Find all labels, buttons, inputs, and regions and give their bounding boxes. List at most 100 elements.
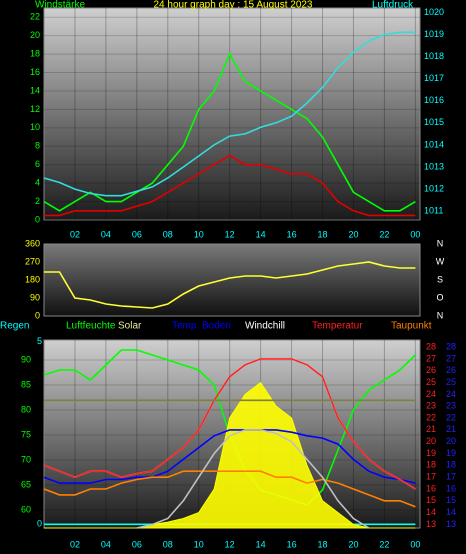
y2-tick-label: 1015 xyxy=(424,117,444,127)
y2-tick-label: 20 xyxy=(426,436,436,446)
y2-tick-label: 19 xyxy=(426,448,436,458)
y-tick-label: 90 xyxy=(21,354,31,364)
y2-tick-label: 1020 xyxy=(424,7,444,17)
y2-tick-label: 21 xyxy=(426,424,436,434)
x-tick-label: 16 xyxy=(287,539,297,549)
y3-tick-label: 27 xyxy=(446,353,456,363)
y2-tick-label: 18 xyxy=(426,460,436,470)
y2-tick-label: 26 xyxy=(426,365,436,375)
panel-wind xyxy=(43,7,421,221)
x-tick-label: 00 xyxy=(410,229,420,239)
y-tick-label: 80 xyxy=(21,404,31,414)
y3-tick-label: 23 xyxy=(446,401,456,411)
y-tick-label: 75 xyxy=(21,429,31,439)
x-tick-label: 18 xyxy=(318,229,328,239)
legend-entry: Taupunkt xyxy=(391,321,432,332)
y2-tick-label: 22 xyxy=(426,412,436,422)
y-tick-label: 90 xyxy=(30,292,40,302)
legend-entry: Solar xyxy=(118,321,142,332)
x-tick-label: 06 xyxy=(132,229,142,239)
y2-tick-label: 16 xyxy=(426,483,436,493)
y2-tick-label: 1012 xyxy=(424,183,444,193)
y-tick-label: 6 xyxy=(35,159,40,169)
legend-entry: Temp. Boden xyxy=(172,321,231,332)
regen-tick-label: 5 xyxy=(37,336,42,346)
y3-tick-label: 22 xyxy=(446,412,456,422)
y3-tick-label: 26 xyxy=(446,365,456,375)
y2-tick-label: 1011 xyxy=(424,206,443,216)
line xyxy=(43,358,416,490)
panel-direction xyxy=(43,243,421,317)
legend-entry: Temperatur xyxy=(312,321,363,332)
line xyxy=(43,52,416,212)
y-tick-label: 60 xyxy=(21,504,31,514)
x-tick-label: 10 xyxy=(194,539,204,549)
y-tick-label: 70 xyxy=(21,454,31,464)
y3-tick-label: 18 xyxy=(446,460,456,470)
y3-tick-label: 15 xyxy=(446,495,456,505)
x-tick-label: 22 xyxy=(379,539,389,549)
y2-tick-label: N xyxy=(437,310,444,320)
x-tick-label: 04 xyxy=(101,539,111,549)
y2-tick-label: 25 xyxy=(426,377,436,387)
x-tick-label: 10 xyxy=(194,229,204,239)
y2-tick-label: O xyxy=(436,292,443,302)
y-tick-label: 4 xyxy=(35,178,40,188)
y-tick-label: 10 xyxy=(30,122,40,132)
legend-entry: Regen xyxy=(0,321,29,332)
x-tick-label: 08 xyxy=(163,539,173,549)
x-tick-label: 22 xyxy=(379,229,389,239)
y2-tick-label: 17 xyxy=(426,472,436,482)
y3-tick-label: 25 xyxy=(446,377,456,387)
y3-tick-label: 17 xyxy=(446,472,456,482)
x-tick-label: 20 xyxy=(348,539,358,549)
y-tick-label: 18 xyxy=(30,48,40,58)
y2-tick-label: 28 xyxy=(426,341,436,351)
x-tick-label: 04 xyxy=(101,229,111,239)
y3-tick-label: 19 xyxy=(446,448,456,458)
line xyxy=(43,429,416,484)
x-tick-label: 02 xyxy=(70,539,80,549)
y2-tick-label: 23 xyxy=(426,401,436,411)
y-tick-label: 12 xyxy=(30,104,40,114)
x-tick-label: 14 xyxy=(256,229,266,239)
y2-tick-label: S xyxy=(437,274,443,284)
legend-entry: Luftfeuchte xyxy=(66,321,116,332)
y-tick-label: 65 xyxy=(21,479,31,489)
y-tick-label: 85 xyxy=(21,379,31,389)
y2-tick-label: 1017 xyxy=(424,73,444,83)
y2-tick-label: 24 xyxy=(426,389,436,399)
y3-tick-label: 21 xyxy=(446,424,456,434)
y2-tick-label: N xyxy=(437,238,444,248)
y2-tick-label: 15 xyxy=(426,495,436,505)
y2-tick-label: 13 xyxy=(426,519,436,529)
y2-tick-label: 14 xyxy=(426,507,436,517)
y3-tick-label: 16 xyxy=(446,483,456,493)
y2-tick-label: 1016 xyxy=(424,95,444,105)
y-tick-label: 180 xyxy=(25,274,40,284)
wind-label: Windstärke xyxy=(35,0,85,11)
line xyxy=(44,154,416,217)
x-tick-label: 16 xyxy=(287,229,297,239)
y-tick-label: 8 xyxy=(35,141,40,151)
x-tick-label: 08 xyxy=(163,229,173,239)
y-tick-label: 2 xyxy=(35,196,40,206)
x-tick-label: 00 xyxy=(410,539,420,549)
y-tick-label: 0 xyxy=(35,310,40,320)
y3-tick-label: 28 xyxy=(446,341,456,351)
x-tick-label: 06 xyxy=(132,539,142,549)
y2-tick-label: 1019 xyxy=(424,29,444,39)
y2-tick-label: 27 xyxy=(426,353,436,363)
y2-tick-label: W xyxy=(436,256,445,266)
line xyxy=(43,31,416,197)
y2-tick-label: 1018 xyxy=(424,51,444,61)
chart-title: 24 hour graph day : 15 August 2023 xyxy=(153,0,312,11)
y3-tick-label: 13 xyxy=(446,519,456,529)
x-tick-label: 20 xyxy=(348,229,358,239)
y-tick-label: 16 xyxy=(30,67,40,77)
y3-tick-label: 24 xyxy=(446,389,456,399)
regen-tick-label: 0 xyxy=(37,519,42,529)
x-tick-label: 02 xyxy=(70,229,80,239)
x-tick-label: 12 xyxy=(225,229,235,239)
